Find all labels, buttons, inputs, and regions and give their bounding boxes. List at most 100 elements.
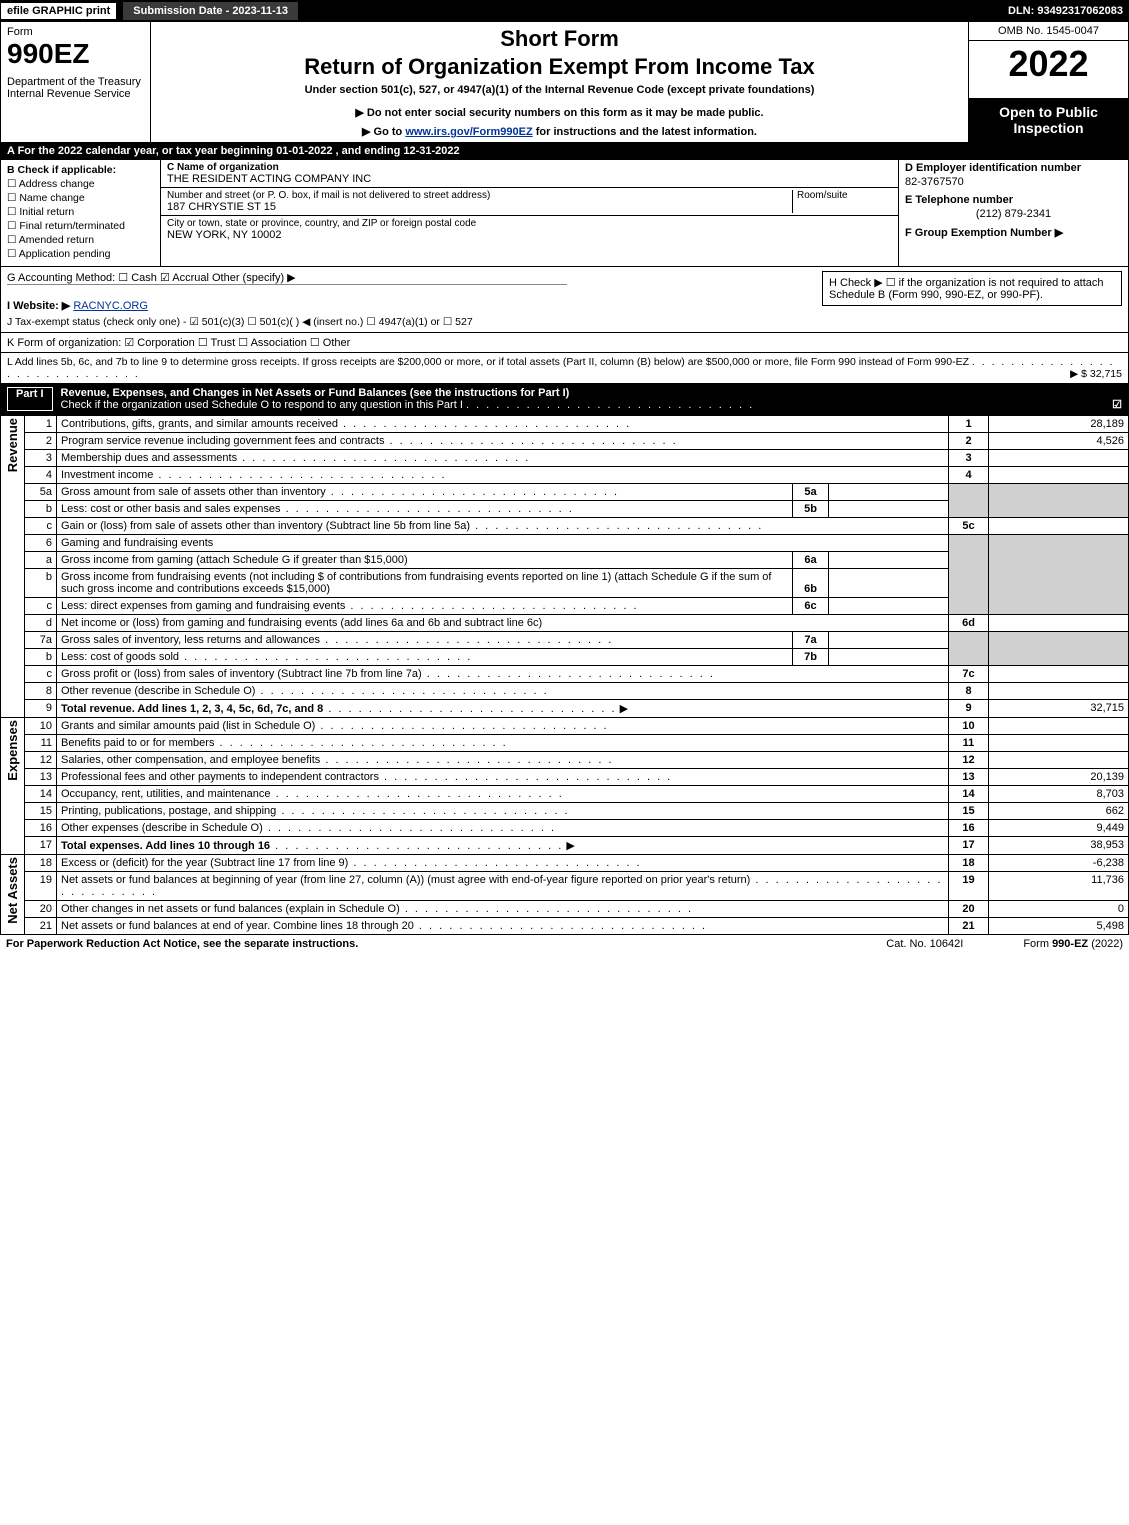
omb-number: OMB No. 1545-0047 <box>969 22 1128 41</box>
street: 187 CHRYSTIE ST 15 <box>167 201 792 213</box>
website-link[interactable]: RACNYC.ORG <box>73 300 148 312</box>
lno-19: 19 <box>25 872 57 901</box>
mval-5b <box>829 501 949 518</box>
rval-2: 4,526 <box>989 433 1129 450</box>
dept-treasury: Department of the Treasury Internal Reve… <box>7 76 144 100</box>
chk-initial-return[interactable]: Initial return <box>19 206 154 218</box>
desc-7a: Gross sales of inventory, less returns a… <box>61 634 320 646</box>
part-1-table: Revenue 1 Contributions, gifts, grants, … <box>0 415 1129 935</box>
mlab-6b: 6b <box>793 569 829 598</box>
desc-21: Net assets or fund balances at end of ye… <box>61 920 414 932</box>
telephone: (212) 879-2341 <box>905 208 1122 220</box>
row-a-text: A For the 2022 calendar year, or tax yea… <box>7 145 460 157</box>
row-2: 2 Program service revenue including gove… <box>1 433 1129 450</box>
desc-14: Occupancy, rent, utilities, and maintena… <box>61 788 271 800</box>
rval-1: 28,189 <box>989 416 1129 433</box>
lno-9: 9 <box>25 700 57 718</box>
lno-5c: c <box>25 518 57 535</box>
col-d-e-f: D Employer identification number 82-3767… <box>898 160 1128 266</box>
lno-6b: b <box>25 569 57 598</box>
chk-final-return[interactable]: Final return/terminated <box>19 220 154 232</box>
entity-block: B Check if applicable: Address change Na… <box>0 160 1129 267</box>
goto-line: ▶ Go to www.irs.gov/Form990EZ for instru… <box>159 125 960 138</box>
lno-2: 2 <box>25 433 57 450</box>
line-j-tax-exempt: J Tax-exempt status (check only one) - ☑… <box>7 316 1122 328</box>
rval-8 <box>989 683 1129 700</box>
part-1-checkbox[interactable]: ☑ <box>1112 398 1122 411</box>
chk-name-change[interactable]: Name change <box>19 192 154 204</box>
rval-3 <box>989 450 1129 467</box>
row-17: 17 Total expenses. Add lines 10 through 1… <box>1 837 1129 855</box>
rval-17: 38,953 <box>989 837 1129 855</box>
rlab-4: 4 <box>949 467 989 484</box>
header-right: OMB No. 1545-0047 2022 Open to Public In… <box>968 22 1128 142</box>
footer-left: For Paperwork Reduction Act Notice, see … <box>6 938 358 950</box>
rval-7c <box>989 666 1129 683</box>
desc-5b: Less: cost or other basis and sales expe… <box>61 503 281 515</box>
desc-5c: Gain or (loss) from sale of assets other… <box>61 520 470 532</box>
rlab-1: 1 <box>949 416 989 433</box>
chk-application-pending[interactable]: Application pending <box>19 248 154 260</box>
row-5c: c Gain or (loss) from sale of assets oth… <box>1 518 1129 535</box>
desc-6: Gaming and fundraising events <box>57 535 949 552</box>
lno-5b: b <box>25 501 57 518</box>
ein-label: D Employer identification number <box>905 162 1122 174</box>
desc-6b: Gross income from fundraising events (no… <box>61 571 771 595</box>
desc-19: Net assets or fund balances at beginning… <box>61 874 750 886</box>
desc-3: Membership dues and assessments <box>61 452 237 464</box>
row-3: 3 Membership dues and assessments 3 <box>1 450 1129 467</box>
desc-1: Contributions, gifts, grants, and simila… <box>61 418 338 430</box>
rval-13: 20,139 <box>989 769 1129 786</box>
rlab-17: 17 <box>949 837 989 855</box>
mval-6b <box>829 569 949 598</box>
line-l-text: L Add lines 5b, 6c, and 7b to line 9 to … <box>7 356 969 368</box>
lno-16: 16 <box>25 820 57 837</box>
lno-10: 10 <box>25 718 57 735</box>
ein: 82-3767570 <box>905 176 1122 188</box>
row-9: 9 Total revenue. Add lines 1, 2, 3, 4, 5… <box>1 700 1129 718</box>
desc-5a: Gross amount from sale of assets other t… <box>61 486 326 498</box>
page-footer: For Paperwork Reduction Act Notice, see … <box>0 935 1129 953</box>
row-21: 21 Net assets or fund balances at end of … <box>1 918 1129 935</box>
rlab-15: 15 <box>949 803 989 820</box>
rlab-14: 14 <box>949 786 989 803</box>
lno-6a: a <box>25 552 57 569</box>
desc-15: Printing, publications, postage, and shi… <box>61 805 276 817</box>
lno-7b: b <box>25 649 57 666</box>
mlab-7b: 7b <box>793 649 829 666</box>
desc-18: Excess or (deficit) for the year (Subtra… <box>61 857 348 869</box>
chk-address-change[interactable]: Address change <box>19 178 154 190</box>
line-l-amount: ▶ $ 32,715 <box>1070 368 1122 380</box>
do-not-enter: ▶ Do not enter social security numbers o… <box>159 106 960 119</box>
rlab-8: 8 <box>949 683 989 700</box>
telephone-label: E Telephone number <box>905 194 1122 206</box>
rlab-16: 16 <box>949 820 989 837</box>
rval-9: 32,715 <box>989 700 1129 718</box>
lno-8: 8 <box>25 683 57 700</box>
line-k-form-org: K Form of organization: ☑ Corporation ☐ … <box>0 333 1129 353</box>
mval-6c <box>829 598 949 615</box>
goto-link[interactable]: www.irs.gov/Form990EZ <box>405 126 532 138</box>
row-7a: 7a Gross sales of inventory, less return… <box>1 632 1129 649</box>
rlab-21: 21 <box>949 918 989 935</box>
topbar: efile GRAPHIC print Submission Date - 20… <box>0 0 1129 22</box>
revenue-side-label: Revenue <box>5 418 20 472</box>
rlab-12: 12 <box>949 752 989 769</box>
row-10: Expenses 10 Grants and similar amounts p… <box>1 718 1129 735</box>
row-8: 8 Other revenue (describe in Schedule O)… <box>1 683 1129 700</box>
efile-print[interactable]: efile GRAPHIC print <box>0 2 117 20</box>
rval-12 <box>989 752 1129 769</box>
row-14: 14 Occupancy, rent, utilities, and mainte… <box>1 786 1129 803</box>
desc-11: Benefits paid to or for members <box>61 737 214 749</box>
chk-amended-return[interactable]: Amended return <box>19 234 154 246</box>
desc-17: Total expenses. Add lines 10 through 16 <box>61 840 270 852</box>
org-name-label: C Name of organization <box>167 162 892 173</box>
line-i-website-label: I Website: ▶ <box>7 300 70 312</box>
row-13: 13Professional fees and other payments t… <box>1 769 1129 786</box>
org-name: THE RESIDENT ACTING COMPANY INC <box>167 173 892 185</box>
lno-3: 3 <box>25 450 57 467</box>
lno-5a: 5a <box>25 484 57 501</box>
lno-6: 6 <box>25 535 57 552</box>
mlab-5a: 5a <box>793 484 829 501</box>
row-19: 19 Net assets or fund balances at beginni… <box>1 872 1129 901</box>
